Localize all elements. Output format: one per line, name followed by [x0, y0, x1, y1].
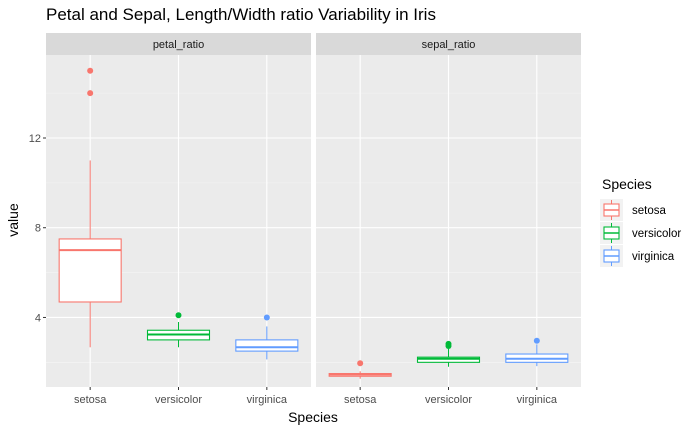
- outlier-point: [533, 337, 540, 344]
- facet-strip-label: sepal_ratio: [422, 39, 476, 51]
- outlier-point: [87, 90, 94, 97]
- x-tick-label: setosa: [344, 394, 377, 406]
- box-setosa: [58, 67, 122, 348]
- x-axis-label: Species: [288, 409, 338, 425]
- box-body: [416, 356, 481, 363]
- legend: Species setosa versicolor virginica: [600, 176, 681, 267]
- legend-item-virginica: virginica: [600, 245, 675, 267]
- outlier-point: [445, 342, 452, 349]
- chart-title: Petal and Sepal, Length/Width ratio Vari…: [46, 5, 436, 24]
- box-body: [235, 339, 299, 352]
- box-setosa: [328, 360, 392, 379]
- outlier-point: [87, 67, 94, 74]
- x-tick-label: versicolor: [425, 394, 472, 406]
- box-virginica: [505, 337, 569, 367]
- legend-title: Species: [602, 176, 652, 192]
- x-tick-label: versicolor: [155, 394, 202, 406]
- legend-item-setosa: setosa: [600, 199, 666, 221]
- outlier-point: [175, 312, 182, 319]
- outlier-point: [357, 360, 364, 367]
- x-tick-label: virginica: [247, 394, 288, 406]
- facet-strip-label: petal_ratio: [153, 39, 204, 51]
- box-body: [58, 238, 122, 303]
- outlier-point: [263, 314, 270, 321]
- x-tick-label: virginica: [517, 394, 558, 406]
- box-versicolor: [416, 340, 481, 367]
- legend-item-versicolor: versicolor: [600, 222, 681, 244]
- y-tick-label: 4: [35, 312, 41, 324]
- legend-label: setosa: [632, 205, 666, 217]
- y-axis-label: value: [5, 203, 21, 237]
- legend-label: virginica: [632, 251, 675, 263]
- legend-label: versicolor: [632, 228, 681, 240]
- y-tick-label: 8: [35, 223, 41, 235]
- y-tick-label: 12: [29, 133, 41, 145]
- box-virginica: [235, 314, 299, 360]
- x-tick-label: setosa: [74, 394, 107, 406]
- facet-strip: [316, 33, 581, 55]
- facet-strip: [46, 33, 311, 55]
- box-versicolor: [146, 312, 211, 348]
